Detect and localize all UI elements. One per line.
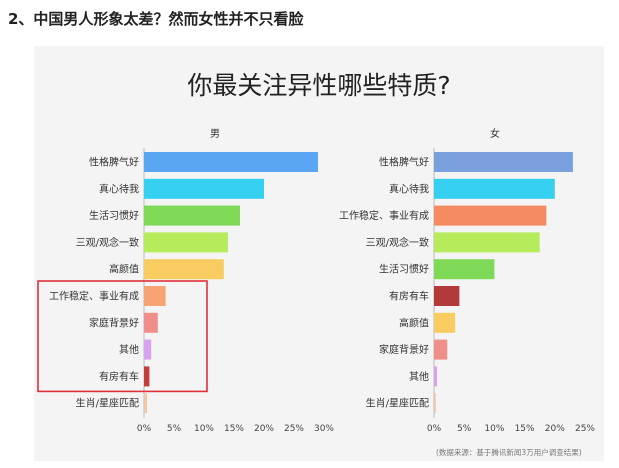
x-tick-0-1: 5% xyxy=(167,424,182,434)
category-label-1-8: 其他 xyxy=(409,370,429,383)
category-label-0-4: 高颜值 xyxy=(109,263,139,276)
x-tick-0-4: 20% xyxy=(254,424,274,434)
bar-0-4 xyxy=(144,259,224,280)
panel-title-1: 女 xyxy=(490,127,500,140)
category-label-1-1: 真心待我 xyxy=(389,182,429,195)
category-label-0-3: 三观/观念一致 xyxy=(76,236,139,249)
page-heading: 2、中国男人形象太差？然而女性并不只看脸 xyxy=(8,10,304,28)
category-label-0-8: 有房有车 xyxy=(99,370,139,383)
x-tick-1-5: 25% xyxy=(575,424,595,434)
bar-0-5 xyxy=(144,286,166,306)
bar-1-2 xyxy=(434,205,547,226)
chart-title: 你最关注异性哪些特质? xyxy=(187,71,451,100)
bar-1-0 xyxy=(434,152,573,172)
bar-0-9 xyxy=(144,393,147,414)
category-label-0-0: 性格脾气好 xyxy=(89,156,139,169)
bar-0-0 xyxy=(144,152,318,172)
category-label-0-1: 真心待我 xyxy=(99,182,139,195)
category-label-1-9: 生肖/星座匹配 xyxy=(366,397,429,410)
bar-0-7 xyxy=(144,339,152,360)
category-label-0-2: 生活习惯好 xyxy=(89,209,139,222)
category-label-1-4: 生活习惯好 xyxy=(379,263,429,276)
x-tick-1-0: 0% xyxy=(427,424,442,434)
bar-0-1 xyxy=(144,178,264,199)
panel-title-0: 男 xyxy=(210,128,220,140)
bar-1-9 xyxy=(434,393,436,414)
x-tick-1-2: 10% xyxy=(484,424,504,434)
x-tick-0-3: 15% xyxy=(224,424,244,434)
bar-1-6 xyxy=(434,312,456,333)
x-tick-0-0: 0% xyxy=(137,424,152,434)
category-label-0-5: 工作稳定、事业有成 xyxy=(49,290,139,303)
bar-1-4 xyxy=(434,259,495,280)
bar-0-8 xyxy=(144,366,150,387)
x-tick-0-2: 10% xyxy=(194,424,214,434)
category-label-1-5: 有房有车 xyxy=(389,290,429,303)
category-label-1-3: 三观/观念一致 xyxy=(366,236,429,249)
x-tick-1-1: 5% xyxy=(457,424,472,434)
bar-1-7 xyxy=(434,339,448,360)
bar-1-8 xyxy=(434,366,438,387)
data-source-note: (数据来源：基于腾讯新闻3万用户调查结果) xyxy=(436,448,582,457)
category-label-1-7: 家庭背景好 xyxy=(379,343,429,356)
bar-0-3 xyxy=(144,232,228,253)
bar-1-5 xyxy=(434,286,460,306)
category-label-0-6: 家庭背景好 xyxy=(89,316,139,329)
x-tick-0-5: 25% xyxy=(284,424,304,434)
category-label-1-0: 性格脾气好 xyxy=(379,156,429,169)
bar-0-6 xyxy=(144,312,158,333)
x-tick-1-4: 20% xyxy=(545,424,565,434)
bar-1-3 xyxy=(434,232,540,253)
x-tick-1-3: 15% xyxy=(515,424,535,434)
category-label-0-9: 生肖/星座匹配 xyxy=(76,397,139,410)
category-label-1-2: 工作稳定、事业有成 xyxy=(339,209,429,222)
bar-1-1 xyxy=(434,178,555,199)
category-label-0-7: 其他 xyxy=(119,343,139,356)
category-label-1-6: 高颜值 xyxy=(399,316,429,329)
highlight-box xyxy=(37,280,208,393)
x-tick-0-6: 30% xyxy=(314,424,334,434)
bar-0-2 xyxy=(144,205,240,226)
